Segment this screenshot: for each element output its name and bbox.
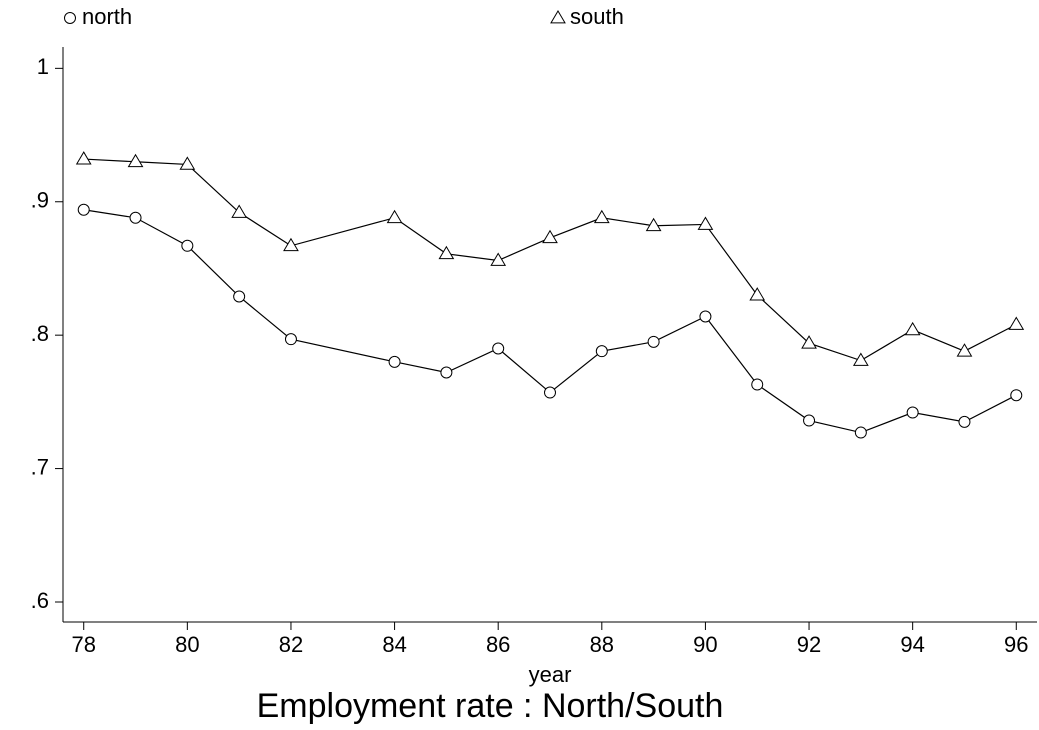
data-point: [284, 333, 297, 346]
data-point: [129, 211, 142, 224]
data-point: [593, 209, 610, 224]
data-point: [75, 151, 92, 165]
x-tick-label: 78: [71, 632, 95, 657]
data-point: [854, 426, 867, 439]
x-tick-label: 80: [175, 632, 199, 657]
data-point: [231, 204, 248, 218]
data-point: [77, 203, 90, 216]
data-point: [492, 342, 505, 355]
data-point: [490, 252, 507, 266]
y-tick-label: .9: [31, 188, 49, 213]
data-point: [645, 217, 662, 232]
x-tick-label: 90: [693, 632, 717, 657]
data-point: [906, 406, 919, 419]
data-point: [803, 414, 816, 427]
data-point: [904, 321, 921, 336]
data-point: [181, 239, 194, 252]
data-point: [233, 290, 246, 303]
legend-marker: [64, 12, 76, 24]
data-point: [440, 366, 453, 379]
data-point: [544, 386, 556, 399]
data-point: [386, 209, 403, 224]
data-point: [1008, 316, 1025, 330]
data-point: [852, 352, 869, 366]
x-tick-label: 82: [279, 632, 303, 657]
legend-label: south: [570, 4, 624, 29]
x-tick-label: 96: [1004, 632, 1028, 657]
series-line: [83, 209, 1017, 434]
y-tick-label: .7: [31, 454, 49, 479]
legend-marker: [550, 10, 566, 24]
y-tick-label: 1: [37, 54, 49, 79]
x-tick-label: 86: [486, 632, 510, 657]
legend-label: north: [82, 4, 132, 29]
data-point: [438, 245, 455, 260]
data-point: [751, 378, 764, 391]
data-point: [542, 229, 558, 244]
series-line: [83, 158, 1017, 362]
data-point: [749, 287, 766, 301]
x-axis-label: year: [529, 662, 572, 687]
data-point: [699, 310, 712, 323]
y-tick-label: .6: [31, 588, 49, 613]
data-point: [179, 156, 196, 170]
data-point: [956, 343, 973, 357]
x-tick-label: 84: [382, 632, 406, 657]
data-point: [958, 415, 971, 428]
y-tick-label: .8: [31, 321, 49, 346]
x-tick-label: 94: [900, 632, 924, 657]
data-point: [127, 153, 144, 168]
data-point: [388, 355, 401, 368]
chart-title: Employment rate : North/South: [257, 687, 724, 725]
data-point: [697, 216, 714, 230]
x-tick-label: 88: [590, 632, 614, 657]
x-tick-label: 92: [797, 632, 821, 657]
data-point: [595, 345, 608, 358]
data-point: [283, 237, 299, 252]
data-point: [1010, 389, 1023, 402]
data-point: [801, 335, 817, 349]
data-point: [647, 335, 660, 348]
